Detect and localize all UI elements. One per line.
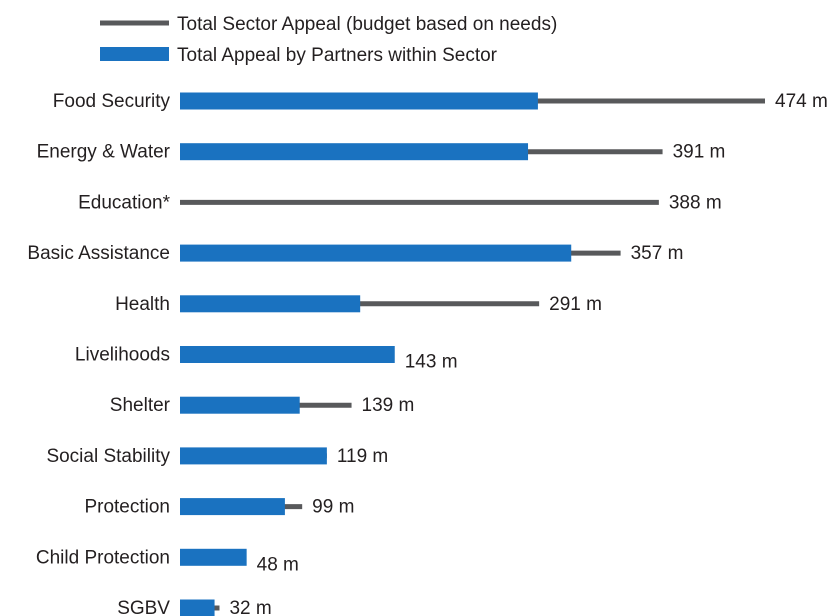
value-label-basic-assistance: 357 m	[631, 243, 684, 264]
category-label-livelihoods: Livelihoods	[75, 345, 170, 366]
category-label-energy-water: Energy & Water	[37, 142, 171, 163]
partners-bar-food-security	[180, 92, 538, 110]
category-label-protection: Protection	[84, 497, 170, 518]
category-label-education: Education*	[78, 192, 171, 213]
legend-partners-label: Total Appeal by Partners within Sector	[177, 45, 498, 66]
value-label-sgbv: 32 m	[229, 598, 271, 616]
value-label-livelihoods: 143 m	[405, 352, 458, 373]
partners-bar-social-stability	[180, 447, 327, 465]
category-label-social-stability: Social Stability	[46, 446, 170, 467]
category-label-shelter: Shelter	[110, 395, 171, 416]
value-label-energy-water: 391 m	[673, 142, 726, 163]
value-label-social-stability: 119 m	[337, 446, 388, 467]
category-label-food-security: Food Security	[53, 91, 171, 112]
value-label-shelter: 139 m	[362, 395, 415, 416]
category-label-child-protection: Child Protection	[36, 547, 170, 568]
partners-bar-sgbv	[180, 599, 215, 616]
legend-partners-swatch	[100, 47, 169, 61]
value-label-protection: 99 m	[312, 497, 354, 518]
value-label-education: 388 m	[669, 192, 722, 213]
partners-bar-shelter	[180, 396, 300, 414]
legend-needs-label: Total Sector Appeal (budget based on nee…	[177, 14, 557, 35]
partners-bar-energy-water	[180, 143, 529, 161]
value-label-health: 291 m	[549, 294, 602, 315]
category-label-health: Health	[115, 294, 170, 315]
category-label-basic-assistance: Basic Assistance	[27, 243, 170, 264]
category-label-sgbv: SGBV	[117, 598, 170, 616]
partners-bar-livelihoods	[180, 346, 395, 363]
partners-bar-child-protection	[180, 548, 247, 566]
value-label-food-security: 474 m	[775, 91, 828, 112]
partners-bar-protection	[180, 498, 285, 516]
partners-bar-basic-assistance	[180, 244, 572, 262]
partners-bar-health	[180, 295, 361, 313]
value-label-child-protection: 48 m	[257, 554, 299, 575]
